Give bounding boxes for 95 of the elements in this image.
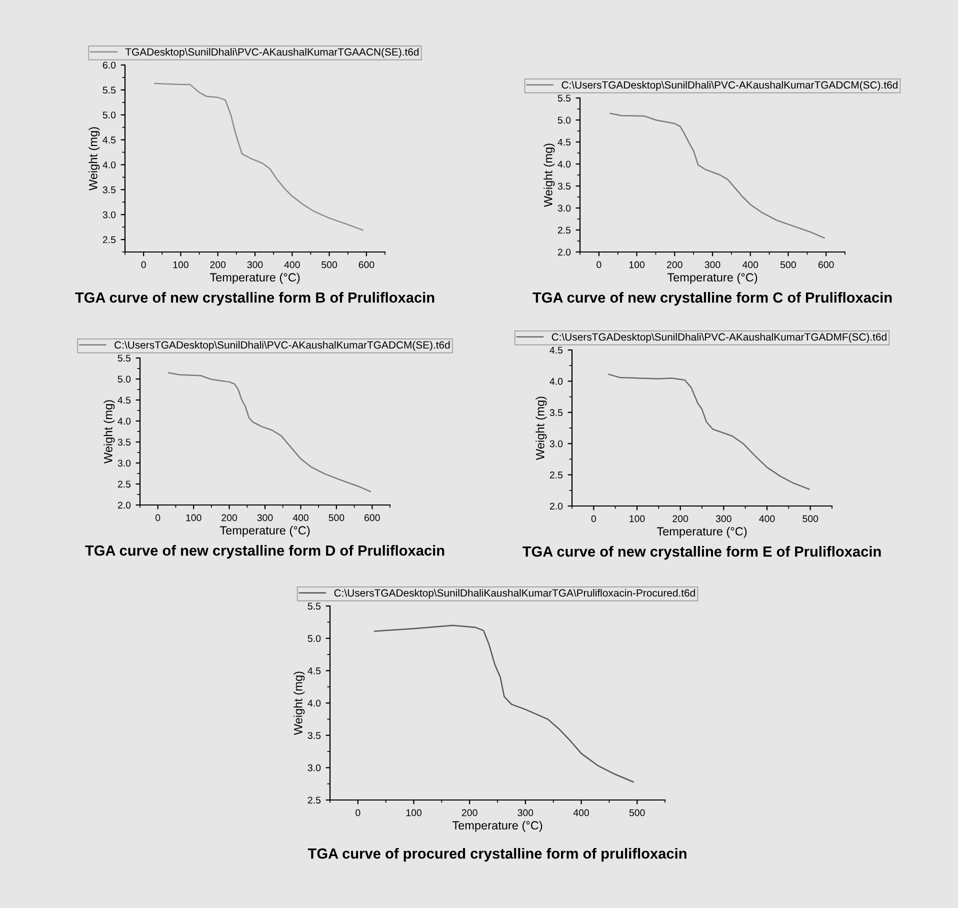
y-tick-label: 4.0 [308, 700, 321, 707]
y-tick-label: 4.5 [558, 138, 571, 146]
y-axis-title: Weight (mg) [294, 672, 305, 735]
y-axis-title: Weight (mg) [544, 144, 555, 207]
y-tick-label: 4.5 [550, 346, 563, 354]
x-tick-label: 100 [173, 261, 188, 268]
y-tick-label: 6.0 [102, 62, 116, 69]
y-tick-label: 3.5 [558, 182, 571, 190]
x-tick-label: 300 [716, 515, 732, 522]
y-tick-label: 5.0 [558, 116, 571, 124]
line-series [168, 372, 371, 492]
x-axis-title: Temperature (°C) [656, 526, 747, 538]
y-tick-label: 4.5 [308, 668, 321, 674]
x-tick-label: 300 [518, 809, 534, 816]
y-tick-label: 3.0 [550, 440, 563, 448]
x-tick-label: 400 [292, 514, 308, 522]
y-tick-label: 2.0 [550, 502, 563, 510]
x-tick-label: 500 [328, 514, 344, 522]
y-axis-title: Weight (mg) [536, 396, 547, 460]
y-tick-label: 3.5 [102, 186, 116, 194]
x-tick-label: 200 [667, 261, 682, 268]
y-tick-label: 2.5 [558, 226, 571, 234]
y-tick-label: 4.0 [118, 418, 131, 425]
y-axis-title: Weight (mg) [104, 400, 115, 464]
text: TGA curve of new crystalline form B of Prulifloxacin [75, 292, 434, 306]
x-tick-label: 500 [802, 515, 818, 522]
y-tick-label: 4.5 [118, 396, 131, 404]
x-tick-label: 300 [704, 261, 720, 268]
y-tick-label: 2.5 [550, 472, 563, 478]
legend-label: C:\UsersTGADesktop\SunilDhali\PVC-AKaushalKumarTGADCM(SC).t6d [562, 81, 898, 91]
x-tick-label: 400 [284, 261, 300, 268]
y-tick-label: 3.5 [550, 409, 563, 416]
y-tick-label: 2.5 [308, 796, 321, 804]
y-tick-label: 5.5 [118, 354, 131, 362]
y-tick-label: 2.5 [102, 236, 116, 244]
x-tick-label: 0 [591, 515, 596, 522]
x-tick-label: 200 [462, 809, 478, 816]
x-tick-label: 0 [596, 261, 602, 268]
text: TGA curve of new crystalline form C of Prulifloxacin [532, 292, 892, 306]
x-tick-label: 600 [818, 261, 834, 268]
x-tick-label: 300 [247, 261, 263, 268]
x-tick-label: 300 [257, 514, 273, 522]
x-tick-label: 100 [630, 515, 645, 522]
legend-label: C:\UsersTGADesktop\SunilDhali\PVC-AKaushalKumarTGADMF(SC).t6d [552, 333, 886, 343]
y-tick-label: 2.5 [118, 480, 131, 488]
x-axis-title: Temperature (°C) [210, 272, 300, 284]
x-tick-label: 0 [156, 514, 160, 522]
y-tick-label: 4.0 [550, 378, 563, 385]
y-tick-label: 3.0 [102, 211, 116, 218]
text: TGA curve of new crystalline form E of Prulifloxacin [522, 546, 881, 560]
x-axis-title: Temperature (°C) [220, 526, 310, 537]
line-series [608, 374, 810, 490]
text: TGA curve of procured crystalline form of prulifloxacin [308, 848, 686, 862]
x-tick-label: 400 [759, 515, 775, 522]
line-series [610, 112, 825, 239]
y-tick-label: 4.0 [102, 161, 116, 168]
x-tick-label: 0 [356, 809, 360, 816]
y-tick-label: 5.5 [558, 94, 571, 102]
y-tick-label: 5.0 [308, 635, 321, 642]
legend-label: C:\UsersTGADesktop\SunilDhaliKaushalKumarTGA\Prulifloxacin-Procured.t6d [334, 589, 695, 599]
x-axis-title: Temperature (°C) [452, 820, 542, 832]
x-tick-label: 400 [742, 261, 758, 268]
y-tick-label: 4.5 [102, 136, 116, 144]
legend-label: C:\UsersTGADesktop\SunilDhali\PVC-AKaushalKumarTGADCM(SE).t6d [114, 341, 450, 351]
y-tick-label: 3.5 [118, 438, 131, 446]
y-tick-label: 3.5 [308, 732, 321, 739]
y-tick-label: 5.0 [102, 112, 116, 118]
y-tick-label: 4.0 [558, 160, 571, 168]
y-tick-label: 5.0 [118, 376, 131, 383]
x-tick-label: 500 [629, 809, 645, 816]
y-axis-title: Weight (mg) [88, 127, 100, 190]
y-tick-label: 2.0 [558, 248, 571, 256]
x-tick-label: 100 [629, 261, 645, 268]
line-series [154, 82, 364, 231]
x-tick-label: 200 [210, 261, 226, 268]
y-tick-label: 3.0 [558, 204, 571, 212]
y-tick-label: 5.5 [102, 86, 116, 94]
x-tick-label: 0 [141, 261, 146, 268]
x-tick-label: 500 [322, 261, 338, 268]
y-tick-label: 5.5 [308, 602, 321, 610]
x-tick-label: 400 [573, 809, 589, 816]
y-tick-label: 3.0 [118, 460, 131, 467]
x-tick-label: 100 [186, 514, 202, 522]
legend-label: TGADesktop\SunilDhali\PVC-AKaushalKumarTGAACN(SE).t6d [125, 48, 419, 58]
x-tick-label: 100 [406, 809, 422, 816]
x-tick-label: 200 [222, 514, 238, 522]
x-tick-label: 600 [358, 261, 374, 268]
x-tick-label: 200 [672, 515, 688, 522]
line-series [374, 624, 634, 783]
y-tick-label: 3.0 [308, 764, 321, 772]
text: TGA curve of new crystalline form D of Prulifloxacin [85, 545, 444, 559]
x-axis-title: Temperature (°C) [667, 272, 758, 284]
x-tick-label: 600 [364, 514, 380, 522]
x-tick-label: 500 [780, 261, 796, 268]
y-tick-label: 2.0 [118, 502, 131, 509]
